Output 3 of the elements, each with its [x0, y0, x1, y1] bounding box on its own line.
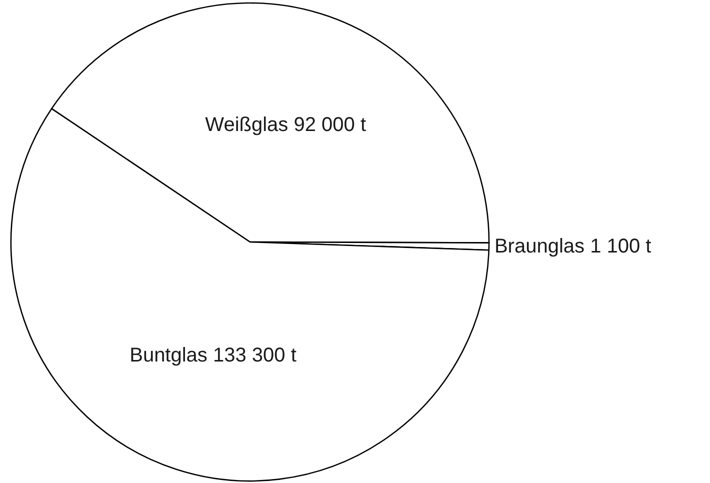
- slice-label: Weißglas 92 000 t: [205, 114, 366, 136]
- slice-label: Buntglas 133 300 t: [130, 344, 297, 367]
- slice-label: Braunglas 1 100 t: [494, 235, 652, 258]
